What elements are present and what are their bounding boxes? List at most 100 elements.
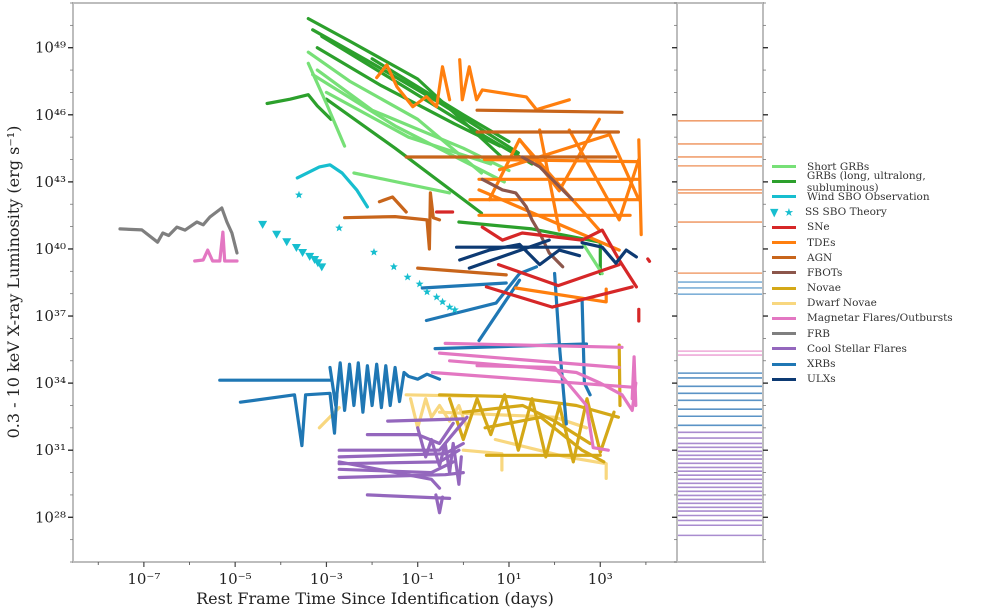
legend-swatch [772,332,796,336]
marker-star [295,190,303,199]
legend-label: Wind SBO Observation [807,190,930,203]
curve-grbs-long-ultralong-subluminous [457,220,602,276]
legend-swatch [772,241,796,245]
curve-short-grbs [306,50,484,175]
marker-star [415,279,424,288]
marker-star [445,302,454,311]
curve-short-grbs [324,90,493,166]
y-tick-label: 10³⁷ [35,307,66,325]
curve-cool-stellar-flares [365,421,455,446]
legend-swatch [772,316,796,320]
x-tick-label: 10³ [588,570,613,588]
curve-grbs-long-ultralong-subluminous [320,34,534,166]
legend-swatch [772,256,796,260]
x-tick-label: 10⁻³ [310,570,343,588]
curve-xrbs [328,361,442,414]
legend-swatch [772,195,796,199]
curve-ulxs [580,241,639,265]
marker-triangle [272,230,282,239]
curve-cool-stellar-flares [337,460,455,475]
curve-sne [496,263,621,288]
curve-grbs-long-ultralong-subluminous [265,93,333,121]
curve-sne [484,285,634,309]
curve-xrbs [477,278,522,343]
marker-star [432,292,441,301]
marker-star [370,248,378,256]
legend-item-grbs-long-ultralong-subluminous: GRBs (long, ultralong, subluminous) [770,170,1000,194]
marker-star [403,272,412,281]
curve-magnetar-flares-outbursts [430,370,634,389]
legend-item-novae: Novae [770,281,1000,296]
y-tick-label: 10³⁴ [35,374,66,392]
marker-star [423,287,431,296]
marker-star [450,305,459,314]
curve-dwarf-novae [409,397,469,430]
marker-triangle [305,252,315,261]
legend-item-dwarf-novae: Dwarf Novae [770,296,1000,311]
x-tick-label: 10⁻⁵ [219,570,252,588]
plot-curves [118,17,652,515]
legend-item-tdes: TDEs [770,235,1000,250]
curve-tdes [458,58,571,112]
legend-swatch [772,225,796,229]
legend-label: Cool Stellar Flares [807,342,907,355]
legend-swatch [772,347,796,351]
legend-swatch [772,165,796,169]
marker-triangle [313,259,323,268]
legend-label: TDEs [807,236,836,249]
legend-label: Dwarf Novae [807,297,877,310]
curve-xrbs [552,271,568,426]
curve-cool-stellar-flares [386,417,465,423]
legend-item-ss-sbo-theory: ▼ ★ SS SBO Theory [770,205,1000,220]
curve-xrbs [424,265,539,323]
curve-tdes [637,138,643,237]
curve-magnetar-flares-outbursts [437,351,621,370]
legend: Short GRBs GRBs (long, ultralong, sublumi… [770,159,1000,387]
legend-label: FBOTs [807,266,843,279]
y-tick-label: 10⁴³ [35,173,66,191]
curve-novae [617,343,622,408]
legend-swatch [772,271,796,275]
marker-star [438,297,447,306]
marker-triangle [298,248,308,257]
legend-swatch [772,362,796,366]
curve-dwarf-novae [493,437,608,480]
legend-label: AGN [807,251,833,264]
legend-item-short-grbs: Short GRBs [770,159,1000,174]
y-tick-label: 10³¹ [35,441,66,459]
legend-item-agn: AGN [770,250,1000,265]
curve-fbots [520,155,575,202]
legend-swatch [772,180,796,184]
legend-swatch [772,377,796,381]
y-tick-label: 10⁴⁹ [35,39,66,57]
curve-xrbs [420,281,508,290]
curve-short-grbs [311,72,506,184]
axes-frames [72,2,764,563]
curve-grbs-long-ultralong-subluminous [311,28,520,155]
curve-dwarf-novae [437,410,589,430]
marker-star [335,223,344,232]
legend-label: XRBs [807,358,836,371]
legend-label: Short GRBs [807,160,870,173]
x-tick-label: 10⁻⁷ [127,570,160,588]
marker-triangle [282,238,292,247]
curve-cool-stellar-flares [434,493,445,515]
legend-marker-triangle-star-icon: ▼ ★ [770,205,795,219]
legend-label: ULXs [807,373,836,386]
curve-fbots [480,177,565,269]
marker-triangle [291,244,301,253]
curve-xrbs [238,391,339,448]
legend-item-fbots: FBOTs [770,265,1000,280]
legend-label: Novae [807,282,841,295]
curve-agn [377,195,408,214]
legend-label: SS SBO Theory [805,206,887,219]
x-tick-label: 10⁻¹ [401,570,434,588]
y-tick-label: 10⁴⁰ [35,240,66,258]
curve-magnetar-flares-outbursts [630,355,638,408]
legend-label: FRB [807,327,830,340]
legend-label: Magnetar Flares/Outbursts [807,312,953,325]
curve-ulxs [458,242,582,267]
x-tick-label: 10¹ [496,570,521,588]
legend-item-ulxs: ULXs [770,372,1000,387]
curve-short-grbs [580,240,604,276]
